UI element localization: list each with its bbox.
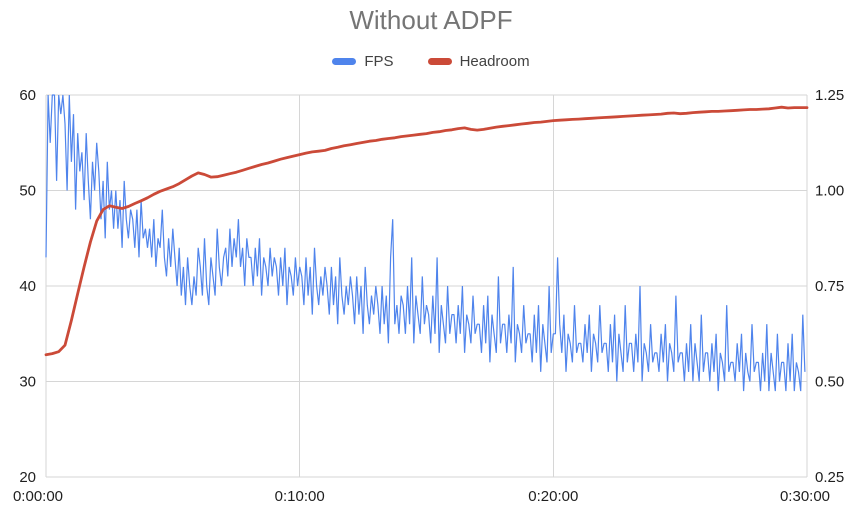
y-axis-right-tick-label: 0.75	[815, 278, 844, 295]
fps-legend-swatch	[332, 58, 357, 65]
x-axis-tick-label: 0:10:00	[275, 488, 325, 505]
headroom-legend-label: Headroom	[459, 53, 530, 70]
y-axis-left-tick-label: 30	[19, 374, 36, 391]
chart-title: Without ADPF	[349, 5, 513, 35]
y-axis-left-tick-label: 20	[19, 469, 36, 486]
y-axis-right-tick-label: 1.00	[815, 183, 844, 200]
fps-line	[45, 94, 806, 392]
y-axis-right-tick-label: 0.50	[815, 374, 844, 391]
y-axis-right-tick-label: 0.25	[815, 469, 844, 486]
y-axis-left-labels: 60 50 40 30 20	[19, 87, 36, 486]
y-axis-left-tick-label: 50	[19, 183, 36, 200]
legend-item-fps: FPS	[332, 53, 394, 70]
y-axis-left-tick-label: 60	[19, 87, 36, 104]
headroom-line	[44, 105, 809, 357]
y-axis-left-tick-label: 40	[19, 278, 36, 295]
x-axis-tick-label: 0:20:00	[528, 488, 578, 505]
x-axis-labels: 0:00:00 0:10:00 0:20:00 0:30:00	[13, 488, 830, 505]
headroom-legend-swatch	[427, 58, 452, 65]
legend-item-headroom: Headroom	[427, 53, 530, 70]
y-axis-right-tick-label: 1.25	[815, 87, 844, 104]
y-axis-right-labels: 1.25 1.00 0.75 0.50 0.25	[815, 87, 844, 486]
x-axis-tick-label: 0:00:00	[13, 488, 63, 505]
x-axis-tick-label: 0:30:00	[780, 488, 830, 505]
gridlines	[45, 94, 808, 478]
chart-legend: FPS Headroom	[0, 53, 862, 70]
fps-legend-label: FPS	[364, 53, 394, 70]
